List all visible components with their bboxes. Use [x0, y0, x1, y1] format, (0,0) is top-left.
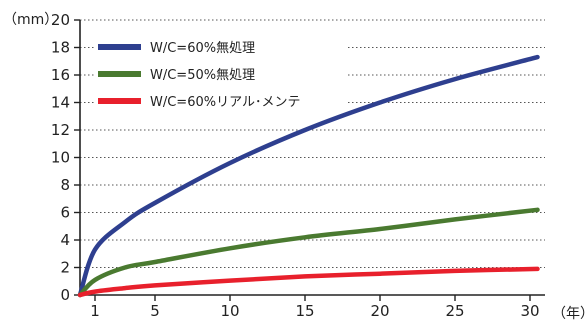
y-tick-label-0: 0 [60, 286, 70, 304]
y-tick-label-10: 10 [51, 149, 70, 167]
x-tick-label-30: 30 [520, 302, 539, 320]
legend: W/C=60%無処理 W/C=50%無処理 W/C=60%リアル･メンテ [96, 35, 346, 111]
series-layer [77, 54, 540, 298]
y-tick-label-2: 2 [60, 259, 70, 277]
y-tick-label-18: 18 [51, 39, 70, 57]
legend-label-1: W/C=60%無処理 [150, 41, 255, 56]
legend-row-bg-1 [96, 35, 346, 57]
x-axis-unit-label: （年） [552, 306, 587, 321]
series-line-2 [77, 207, 540, 298]
series-line-1 [77, 54, 540, 298]
x-tick-label-1: 1 [90, 302, 100, 320]
legend-row-bg-2 [96, 62, 346, 84]
legend-label-2: W/C=50%無処理 [150, 68, 255, 83]
y-tick-label-20: 20 [51, 11, 70, 29]
x-tick-label-10: 10 [220, 302, 239, 320]
x-tick-label-15: 15 [295, 302, 314, 320]
x-tick-label-20: 20 [370, 302, 389, 320]
grid-layer [80, 19, 545, 268]
x-tick-label-25: 25 [445, 302, 464, 320]
y-axis-unit-label: （mm） [3, 12, 58, 28]
y-tick-label-4: 4 [60, 231, 70, 249]
y-tick-label-12: 12 [51, 121, 70, 139]
y-tick-label-8: 8 [60, 176, 70, 194]
x-tick-label-5: 5 [150, 302, 160, 320]
legend-row-bg-3 [96, 89, 346, 111]
y-tick-label-14: 14 [51, 94, 70, 112]
y-tick-label-16: 16 [51, 66, 70, 84]
y-tick-label-6: 6 [60, 204, 70, 222]
legend-label-3: W/C=60%リアル･メンテ [150, 95, 300, 110]
series-line-3 [77, 266, 540, 298]
